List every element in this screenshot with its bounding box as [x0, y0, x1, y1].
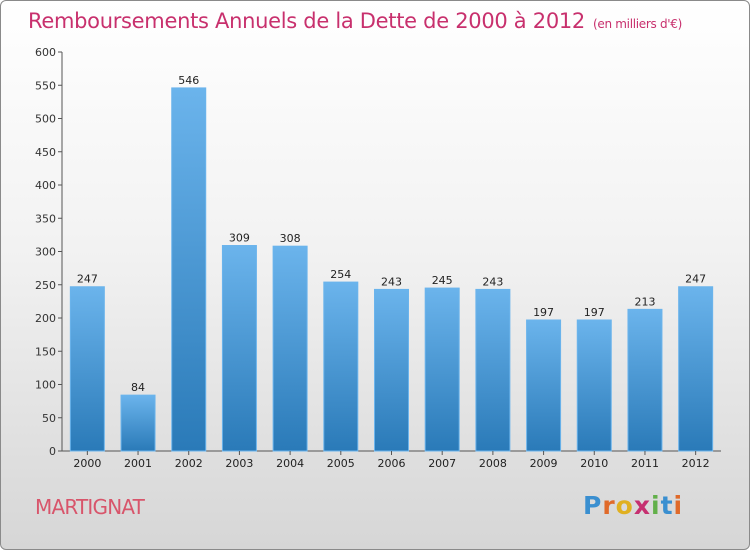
x-tick-label: 2002	[175, 457, 203, 470]
x-tick-label: 2012	[682, 457, 710, 470]
chart-subtitle: (en milliers d'€)	[593, 17, 683, 31]
y-tick-label: 300	[35, 246, 56, 259]
y-tick-label: 0	[49, 445, 56, 458]
bar	[424, 287, 460, 452]
chart-title-text: Remboursements Annuels de la Dette de 20…	[28, 9, 585, 33]
x-tick-label: 2010	[580, 457, 608, 470]
bar	[272, 245, 308, 452]
y-tick-label: 350	[35, 212, 56, 225]
bar	[374, 288, 409, 452]
x-tick-label: 2006	[378, 457, 406, 470]
data-label: 84	[131, 381, 145, 394]
logo-letter: P	[583, 491, 603, 520]
bar	[323, 281, 359, 452]
data-label: 197	[584, 306, 605, 319]
y-tick-label: 200	[35, 312, 56, 325]
logo-letter: t	[660, 491, 674, 520]
x-tick-label: 2001	[124, 457, 152, 470]
bar	[120, 394, 156, 452]
logo-letter: x	[633, 491, 651, 520]
y-tick-label: 450	[35, 146, 56, 159]
y-tick-label: 150	[35, 345, 56, 358]
y-tick-label: 400	[35, 179, 56, 192]
data-label: 309	[229, 232, 250, 245]
x-tick-label: 2000	[73, 457, 101, 470]
bar	[678, 286, 714, 452]
data-label: 243	[482, 275, 503, 288]
proxiti-logo: Proxiti	[583, 491, 683, 520]
bar	[475, 288, 511, 452]
data-label: 243	[381, 275, 402, 288]
x-tick-label: 2007	[428, 457, 456, 470]
y-tick-label: 550	[35, 79, 56, 92]
data-label: 546	[178, 74, 199, 87]
data-label: 247	[77, 273, 98, 286]
bar	[576, 319, 612, 452]
bar	[221, 245, 257, 452]
bar	[627, 308, 663, 452]
logo-letter: i	[673, 491, 684, 520]
y-tick-label: 50	[42, 412, 56, 425]
data-label: 308	[280, 232, 301, 245]
logo-letter: r	[602, 491, 616, 520]
data-label: 197	[533, 306, 554, 319]
data-label: 247	[685, 273, 706, 286]
data-label: 245	[432, 274, 453, 287]
bar	[69, 286, 105, 452]
x-tick-label: 2009	[530, 457, 558, 470]
x-tick-label: 2004	[276, 457, 304, 470]
bar	[171, 87, 207, 452]
bar	[526, 319, 562, 452]
logo-letter: i	[651, 491, 661, 520]
y-tick-label: 250	[35, 279, 56, 292]
x-tick-label: 2008	[479, 457, 507, 470]
data-label: 254	[330, 268, 351, 281]
y-tick-label: 100	[35, 379, 56, 392]
data-label: 213	[634, 295, 655, 308]
x-tick-label: 2003	[225, 457, 253, 470]
x-tick-label: 2011	[631, 457, 659, 470]
x-tick-label: 2005	[327, 457, 355, 470]
y-tick-label: 600	[35, 46, 56, 59]
chart-title: Remboursements Annuels de la Dette de 20…	[28, 9, 682, 33]
commune-name: MARTIGNAT	[35, 495, 145, 519]
logo-letter: o	[615, 491, 634, 520]
y-tick-label: 500	[35, 113, 56, 126]
